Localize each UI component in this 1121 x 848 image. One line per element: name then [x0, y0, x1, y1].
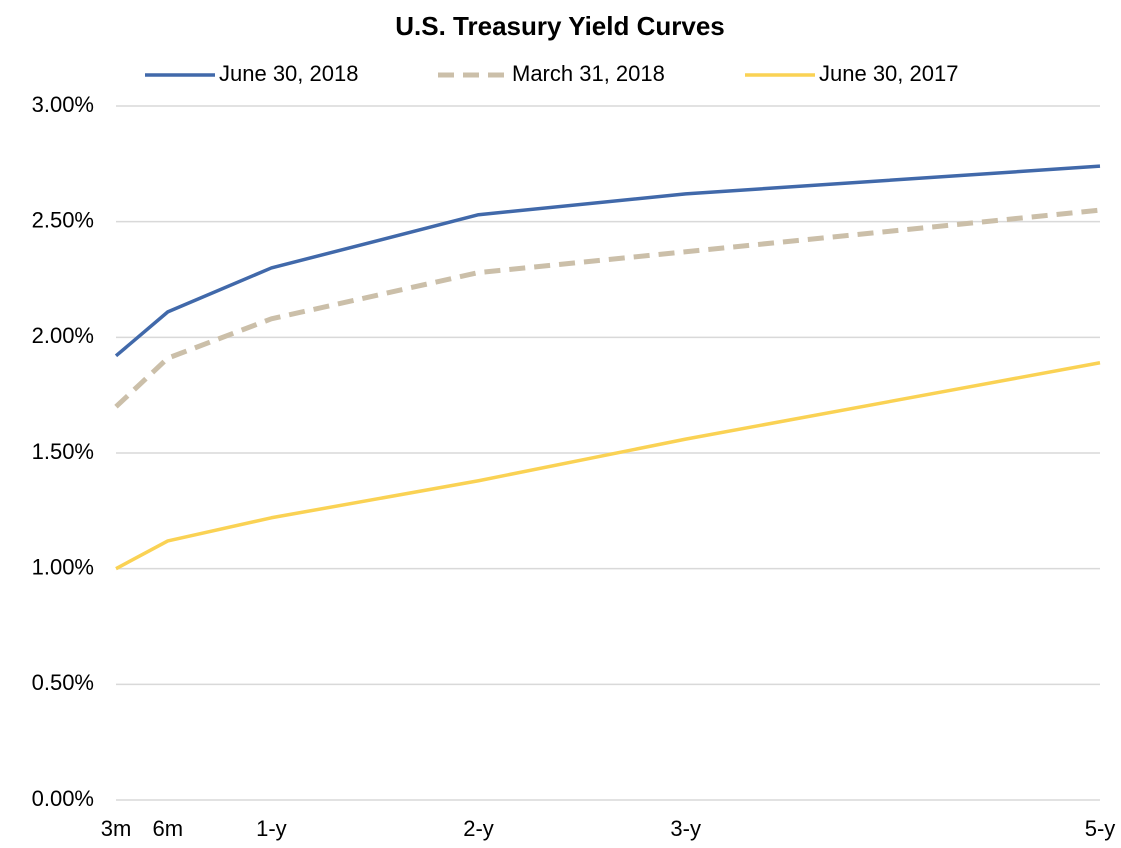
- legend-label: June 30, 2018: [219, 61, 358, 86]
- y-tick-label: 0.00%: [32, 786, 94, 811]
- x-tick-label: 5-y: [1085, 816, 1116, 841]
- series-line: [114, 207, 1101, 409]
- x-tick-label: 6m: [153, 816, 184, 841]
- x-tick-label: 2-y: [463, 816, 494, 841]
- y-tick-label: 3.00%: [32, 92, 94, 117]
- chart-title: U.S. Treasury Yield Curves: [395, 11, 725, 41]
- legend-label: March 31, 2018: [512, 61, 665, 86]
- series-line: [115, 361, 1101, 571]
- x-tick-label: 3m: [101, 816, 132, 841]
- y-tick-label: 1.50%: [32, 439, 94, 464]
- y-tick-label: 0.50%: [32, 670, 94, 695]
- y-tick-label: 2.00%: [32, 323, 94, 348]
- y-tick-label: 2.50%: [32, 207, 94, 232]
- legend-label: June 30, 2017: [819, 61, 958, 86]
- y-tick-label: 1.00%: [32, 554, 94, 579]
- x-tick-label: 3-y: [670, 816, 701, 841]
- x-tick-label: 1-y: [256, 816, 287, 841]
- series-line: [114, 164, 1101, 358]
